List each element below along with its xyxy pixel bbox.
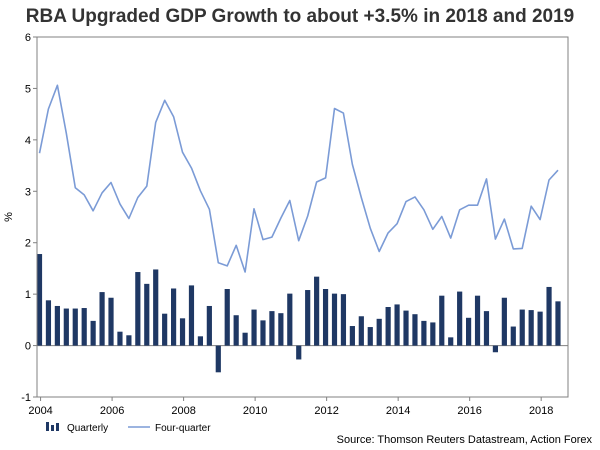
quarterly-bars <box>36 254 561 373</box>
quarterly-bar <box>376 318 382 346</box>
y-tick-label: 1 <box>25 289 31 301</box>
quarterly-bar <box>135 272 141 346</box>
x-tick-label: 2014 <box>386 405 410 417</box>
quarterly-bar <box>287 293 293 346</box>
quarterly-bar <box>519 309 525 346</box>
quarterly-bar <box>36 254 43 346</box>
quarterly-bar <box>349 326 355 346</box>
x-tick-label: 2016 <box>457 405 481 417</box>
quarterly-bar <box>412 314 418 346</box>
quarterly-bar <box>448 337 454 346</box>
quarterly-bar <box>179 318 186 346</box>
quarterly-bar <box>54 305 60 346</box>
legend-label-quarterly: Quarterly <box>67 423 108 434</box>
quarterly-bar <box>474 295 481 346</box>
quarterly-bar <box>215 345 221 373</box>
legend-swatch-bar <box>51 425 54 431</box>
quarterly-bar <box>99 292 105 346</box>
quarterly-bar <box>340 294 347 346</box>
quarterly-bar <box>162 313 168 346</box>
quarterly-bar <box>358 316 364 346</box>
quarterly-bar <box>421 320 427 346</box>
x-tick-label: 2018 <box>529 405 553 417</box>
quarterly-bar <box>430 322 436 346</box>
quarterly-bar <box>403 310 409 346</box>
x-tick-label: 2004 <box>28 405 52 417</box>
axes: -1 0 1 2 3 4 5 6% 2004 2006 2008 2010 2012 2014 2016 20… <box>3 32 569 417</box>
four-quarter-line <box>38 84 559 273</box>
quarterly-bar <box>126 335 132 346</box>
x-tick-label: 2006 <box>100 405 124 417</box>
quarterly-bar <box>466 317 472 346</box>
quarterly-bar <box>242 332 248 346</box>
quarterly-bar <box>233 315 239 346</box>
quarterly-bar <box>322 289 329 346</box>
quarterly-bar <box>305 290 311 346</box>
y-tick-label: -1 <box>21 392 31 404</box>
quarterly-bar <box>483 311 490 346</box>
legend-label-four-quarter: Four-quarter <box>155 423 211 434</box>
quarterly-bar <box>510 326 516 346</box>
legend: Quarterly Four-quarter <box>46 422 211 434</box>
four-quarter-line-group <box>38 84 559 273</box>
source-note: Source: Thomson Reuters Datastream, Acti… <box>336 434 592 446</box>
quarterly-bar <box>296 345 302 360</box>
quarterly-bar <box>385 307 391 346</box>
y-tick-label: 0 <box>25 341 31 353</box>
quarterly-bar <box>90 320 96 346</box>
quarterly-bar <box>394 304 400 346</box>
quarterly-bar <box>314 276 320 346</box>
quarterly-bar <box>171 288 177 346</box>
quarterly-bar <box>188 285 195 346</box>
quarterly-bar <box>492 345 499 353</box>
quarterly-bar <box>153 269 159 346</box>
quarterly-bar <box>331 293 338 346</box>
y-tick-label: 6 <box>25 32 31 44</box>
quarterly-bar <box>528 310 534 346</box>
quarterly-bar <box>72 308 78 346</box>
y-tick-label: 3 <box>25 186 31 198</box>
legend-swatch-bar <box>56 423 59 431</box>
quarterly-bar <box>439 295 445 346</box>
legend-swatch-bar <box>46 422 49 431</box>
x-tick-label: 2008 <box>171 405 195 417</box>
quarterly-bar <box>546 286 552 346</box>
x-tick-label: 2010 <box>243 405 267 417</box>
y-tick-label: 2 <box>25 238 31 250</box>
quarterly-bar <box>224 289 230 346</box>
x-tick-label: 2012 <box>314 405 338 417</box>
quarterly-bar <box>63 308 69 346</box>
quarterly-bar <box>117 331 123 346</box>
y-tick-label: 4 <box>25 135 31 147</box>
quarterly-bar <box>269 311 275 346</box>
quarterly-bar <box>555 301 561 346</box>
quarterly-bar <box>197 336 204 346</box>
quarterly-bar <box>81 308 87 346</box>
plot-frame <box>36 36 569 398</box>
quarterly-bar <box>108 297 114 346</box>
y-axis-label: % <box>3 212 15 222</box>
quarterly-bar <box>537 311 543 346</box>
quarterly-bar <box>457 291 463 346</box>
quarterly-bar <box>206 305 212 346</box>
quarterly-bar <box>144 283 150 346</box>
quarterly-bar <box>501 297 507 346</box>
quarterly-bar <box>278 313 284 346</box>
quarterly-bar <box>260 320 266 346</box>
quarterly-bar <box>45 300 52 346</box>
y-tick-label: 5 <box>25 83 31 95</box>
quarterly-bar <box>367 327 373 346</box>
quarterly-bar <box>251 309 257 346</box>
chart-title: RBA Upgraded GDP Growth to about +3.5% i… <box>25 6 575 27</box>
